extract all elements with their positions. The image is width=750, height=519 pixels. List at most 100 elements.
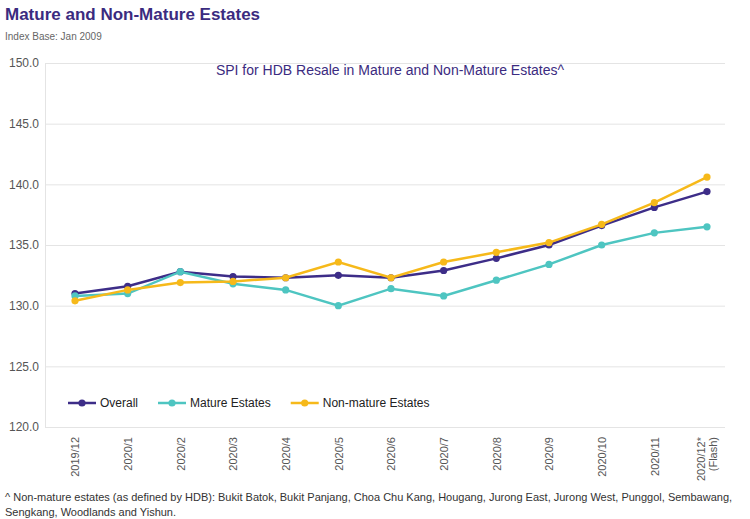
x-tick-label-line: 2020/9	[543, 437, 555, 471]
x-tick: 2020/11	[649, 437, 661, 476]
x-tick-label-line: 2020/8	[491, 437, 503, 471]
plot-area	[71, 173, 710, 309]
x-tick-label-line: 2019/12	[69, 437, 81, 477]
series-marker	[335, 302, 342, 309]
series-line	[75, 177, 707, 301]
y-tick-label: 130.0	[9, 299, 39, 313]
grid-line	[45, 124, 725, 125]
grid-line	[45, 306, 725, 307]
x-tick-label-line: 2020/12*	[695, 436, 707, 481]
y-tick-label: 135.0	[9, 238, 39, 252]
series-marker	[440, 292, 447, 299]
series-marker	[703, 223, 710, 230]
series-marker	[229, 278, 236, 285]
y-tick: 145.0	[9, 117, 725, 131]
legend-item: Mature Estates	[158, 396, 271, 410]
x-tick: 2020/12*(Flash)	[695, 436, 719, 481]
x-tick-label: 2020/9	[543, 437, 555, 471]
x-tick-label: 2020/10	[596, 437, 608, 477]
x-tick: 2020/8	[491, 437, 503, 471]
x-tick: 2020/5	[333, 437, 345, 471]
y-tick-label: 125.0	[9, 360, 39, 374]
footnote-line: ^ Non-mature estates (as defined by HDB)…	[5, 491, 732, 503]
series-marker	[545, 239, 552, 246]
series-marker	[387, 285, 394, 292]
legend-marker	[78, 399, 85, 406]
x-tick-label-line: 2020/1	[122, 437, 134, 471]
x-tick-label: 2020/11	[649, 437, 661, 476]
footnote: ^ Non-mature estates (as defined by HDB)…	[5, 491, 732, 518]
series-marker	[598, 241, 605, 248]
series-marker	[177, 279, 184, 286]
x-tick-label-line: 2020/4	[280, 437, 292, 471]
x-tick-label: 2020/12*(Flash)	[695, 436, 719, 481]
y-tick: 130.0	[9, 299, 725, 313]
x-tick-label-line: 2020/7	[438, 437, 450, 471]
x-tick-label: 2020/3	[227, 437, 239, 471]
x-tick: 2020/4	[280, 437, 292, 471]
series-marker	[124, 286, 131, 293]
x-tick: 2020/3	[227, 437, 239, 471]
grid-line	[45, 184, 725, 185]
x-tick-label: 2020/5	[333, 437, 345, 471]
footnote-line: Sengkang, Woodlands and Yishun.	[5, 506, 176, 518]
series-marker	[493, 249, 500, 256]
series-marker	[335, 258, 342, 265]
x-axis-line	[76, 427, 708, 428]
x-tick-label-line: 2020/6	[385, 437, 397, 471]
series-marker	[651, 199, 658, 206]
x-tick: 2020/7	[438, 437, 450, 471]
x-tick: 2020/10	[596, 437, 608, 477]
x-tick-label-line: 2020/2	[175, 437, 187, 471]
grid-line	[45, 245, 725, 246]
x-tick-label: 2020/4	[280, 437, 292, 471]
series-marker	[703, 188, 710, 195]
y-tick-label: 145.0	[9, 117, 39, 131]
series-marker	[545, 261, 552, 268]
series-marker	[282, 274, 289, 281]
series-marker	[177, 268, 184, 275]
series-marker	[387, 274, 394, 281]
x-tick-label: 2020/6	[385, 437, 397, 471]
series-marker	[282, 286, 289, 293]
y-tick: 125.0	[9, 360, 725, 374]
legend-marker	[168, 399, 175, 406]
y-tick: 120.0	[9, 420, 725, 434]
x-tick: 2020/6	[385, 437, 397, 471]
x-tick-label: 2020/7	[438, 437, 450, 471]
y-tick-label: 140.0	[9, 178, 39, 192]
x-tick: 2020/1	[122, 437, 134, 471]
x-tick: 2020/9	[543, 437, 555, 471]
legend: Overall Mature Estates Non-mature Estates	[68, 396, 429, 410]
chart: Mature and Non-Mature EstatesIndex Base:…	[0, 0, 750, 519]
series-marker	[335, 272, 342, 279]
x-tick-label-line: 2020/11	[649, 437, 661, 476]
series-marker	[177, 268, 184, 275]
x-tick: 2019/12	[69, 437, 81, 477]
title: Mature and Non-Mature Estates	[5, 5, 260, 24]
legend-label: Non-mature Estates	[323, 396, 430, 410]
series-marker	[440, 258, 447, 265]
x-tick-label-line: 2020/5	[333, 437, 345, 471]
plot-title: SPI for HDB Resale in Mature and Non-Mat…	[216, 62, 565, 78]
legend-label: Mature Estates	[190, 396, 271, 410]
x-tick: 2020/2	[175, 437, 187, 471]
y-tick-label: 120.0	[9, 420, 39, 434]
legend-item: Overall	[68, 396, 138, 410]
series-marker	[440, 267, 447, 274]
series-marker	[493, 277, 500, 284]
legend-item: Non-mature Estates	[291, 396, 430, 410]
y-tick-label: 150.0	[9, 56, 39, 70]
x-tick-label-line: (Flash)	[707, 437, 719, 471]
x-tick-label-line: 2020/10	[596, 437, 608, 477]
legend-marker	[301, 399, 308, 406]
series-marker	[71, 297, 78, 304]
series-marker	[703, 173, 710, 180]
series-marker	[387, 274, 394, 281]
x-axis: 2019/12 2020/1 2020/2 2020/3 2020/4 2020/5 202…	[69, 428, 719, 482]
y-axis: 120.0 125.0 130.0 135.0 140.0 145.0 150.0	[9, 56, 725, 434]
series-marker	[598, 221, 605, 228]
y-tick: 140.0	[9, 178, 725, 192]
y-axis-line	[46, 64, 726, 428]
grid-line	[45, 366, 725, 367]
